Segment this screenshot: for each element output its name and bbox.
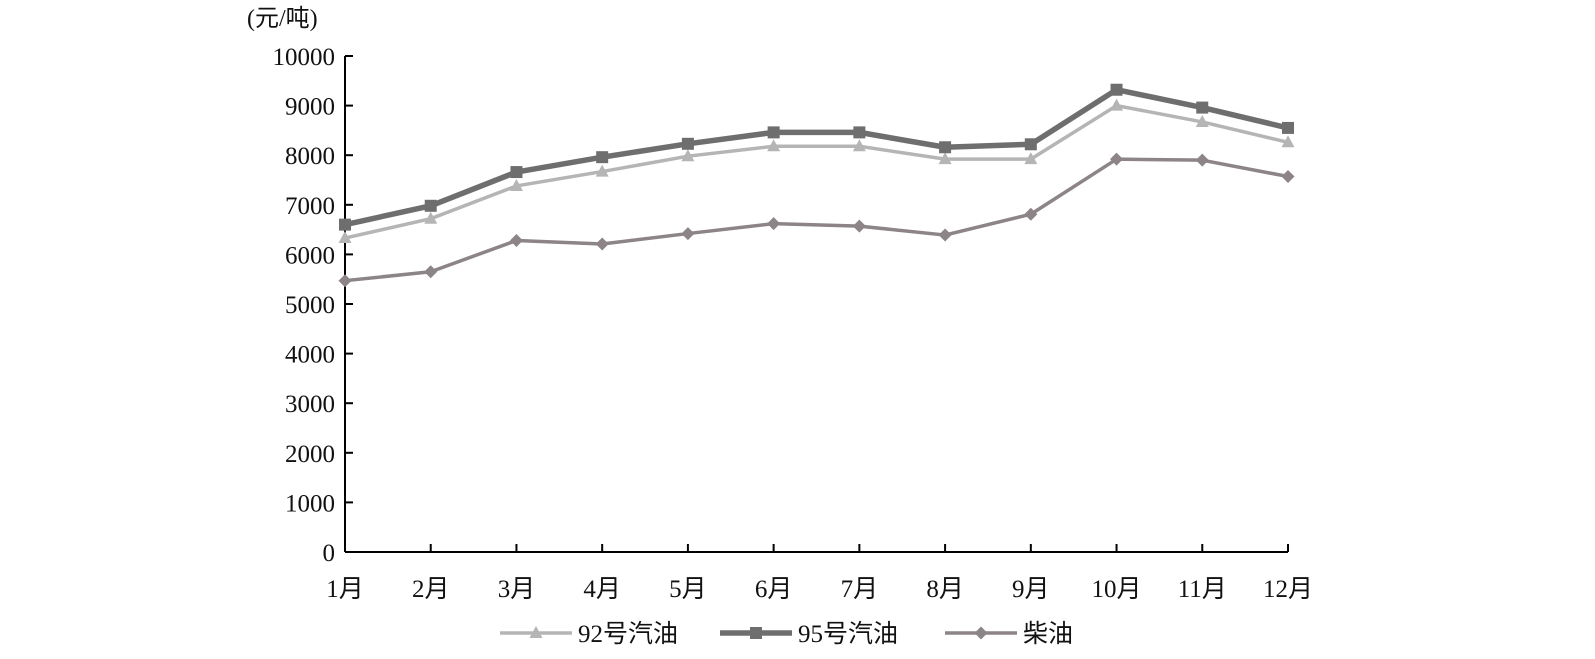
legend-marker xyxy=(750,627,762,639)
data-point xyxy=(1024,152,1038,165)
data-point xyxy=(767,217,781,231)
data-point xyxy=(509,178,523,191)
data-point xyxy=(1282,121,1294,134)
x-tick-label: 11月 xyxy=(1178,576,1227,603)
x-tick-label: 7月 xyxy=(841,576,879,603)
data-point xyxy=(681,227,695,241)
y-tick-label: 6000 xyxy=(285,242,335,269)
x-tick-label: 3月 xyxy=(498,576,536,603)
legend-item: 92号汽油 xyxy=(500,620,678,648)
x-tick-label: 4月 xyxy=(583,576,621,603)
series-1 xyxy=(338,98,1295,244)
y-axis-unit-label: (元/吨) xyxy=(247,5,318,32)
data-point xyxy=(1024,138,1037,151)
x-tick-label: 10月 xyxy=(1092,576,1142,603)
data-point xyxy=(1195,114,1209,127)
data-point xyxy=(424,199,437,212)
data-point xyxy=(1196,101,1209,114)
x-tick-label: 12月 xyxy=(1263,576,1313,603)
data-point xyxy=(852,139,866,152)
data-point xyxy=(1195,153,1209,167)
y-tick-label: 5000 xyxy=(285,292,335,319)
x-tick-label: 1月 xyxy=(326,576,364,603)
data-point xyxy=(852,219,866,233)
data-point xyxy=(938,152,952,165)
data-point xyxy=(1281,170,1295,184)
data-point xyxy=(338,274,352,288)
data-point xyxy=(767,139,781,152)
series-layer xyxy=(338,83,1295,288)
series-2 xyxy=(339,83,1294,231)
legend-marker xyxy=(529,626,543,638)
legend-item: 95号汽油 xyxy=(720,620,898,648)
data-point xyxy=(853,126,866,139)
x-tick-label: 5月 xyxy=(669,576,707,603)
data-point xyxy=(509,234,523,248)
data-point xyxy=(338,231,352,244)
data-point xyxy=(1110,152,1124,166)
y-tick-label: 0 xyxy=(323,540,336,567)
x-tick-label: 6月 xyxy=(755,576,793,603)
data-point xyxy=(424,265,438,279)
y-tick-label: 1000 xyxy=(285,490,335,517)
series-line xyxy=(343,157,1290,283)
legend-label: 95号汽油 xyxy=(798,620,898,648)
data-point xyxy=(596,151,609,164)
data-point xyxy=(1110,98,1124,111)
data-point xyxy=(339,218,351,231)
data-point xyxy=(1024,207,1038,221)
legend-label: 柴油 xyxy=(1023,620,1073,648)
data-point xyxy=(1110,83,1123,96)
legend-item: 柴油 xyxy=(945,620,1073,648)
x-tick-label: 2月 xyxy=(412,576,450,603)
data-point xyxy=(510,166,523,179)
data-point xyxy=(681,137,694,150)
y-tick-label: 3000 xyxy=(285,391,335,418)
legend-label: 92号汽油 xyxy=(578,620,678,648)
series-3 xyxy=(338,152,1295,288)
series-line xyxy=(342,86,1291,228)
y-tick-label: 8000 xyxy=(285,143,335,170)
legend: 92号汽油 95号汽油 柴油 xyxy=(500,620,1073,648)
y-tick-label: 4000 xyxy=(285,342,335,369)
y-tick-label: 2000 xyxy=(285,441,335,468)
data-point xyxy=(595,237,609,251)
data-point xyxy=(424,211,438,224)
y-tick-label: 7000 xyxy=(285,193,335,220)
data-point xyxy=(681,149,695,162)
series-line xyxy=(343,103,1290,240)
data-point xyxy=(939,141,952,154)
x-tick-label: 9月 xyxy=(1012,576,1050,603)
y-tick-label: 9000 xyxy=(285,94,335,121)
legend-marker xyxy=(974,626,988,640)
data-point xyxy=(938,228,952,242)
data-point xyxy=(767,126,780,139)
x-tick-label: 8月 xyxy=(926,576,964,603)
y-axis: 0 1000 2000 3000 4000 5000 6000 7000 8000 9000 100… xyxy=(273,44,353,567)
x-axis: 1月 2月 3月 4月 5月 6月 7月 8月 9月 10月 11月 12月 xyxy=(326,544,1313,603)
data-point xyxy=(1281,135,1295,148)
y-tick-label: 10000 xyxy=(273,44,336,71)
data-point xyxy=(595,164,609,177)
